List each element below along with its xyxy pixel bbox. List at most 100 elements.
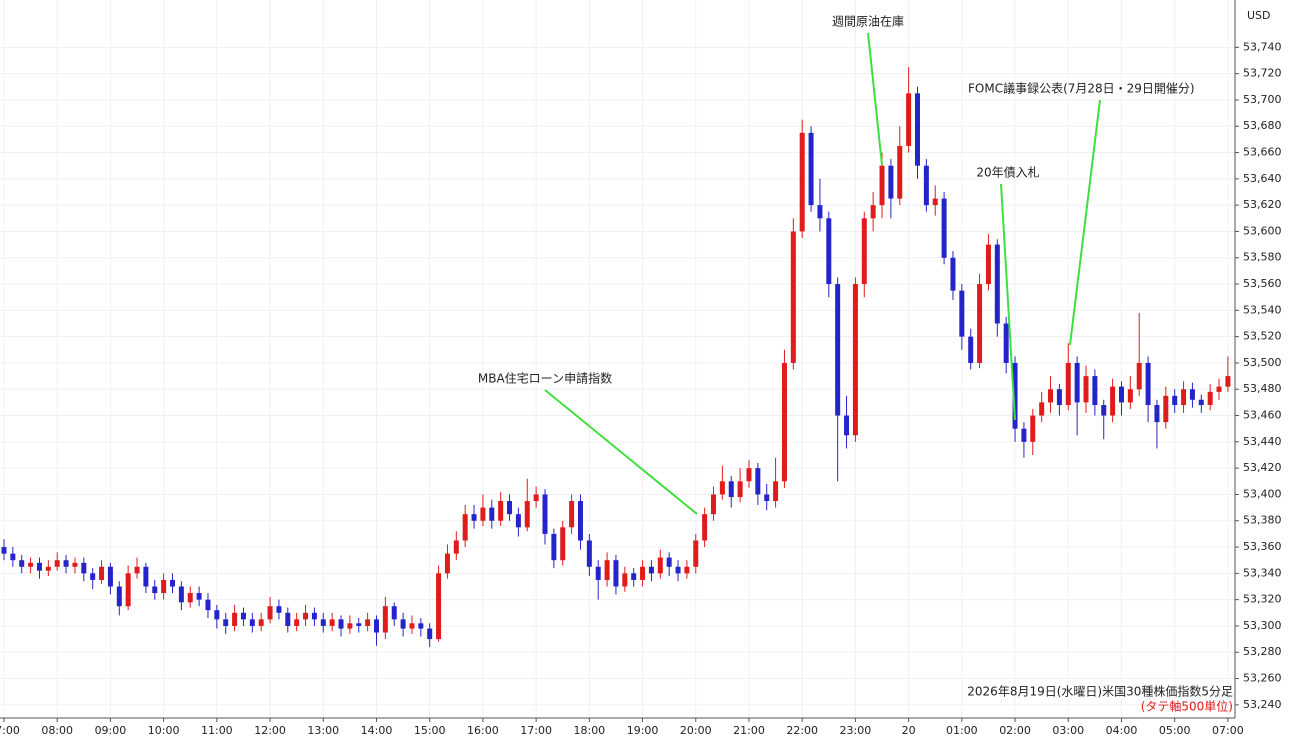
x-tick-label: 21:00 (733, 724, 765, 737)
candle-body (640, 566, 646, 580)
candle-body (844, 415, 850, 436)
candle-body (143, 566, 149, 587)
candle-body (932, 198, 938, 206)
x-tick-label: 20 (902, 724, 916, 737)
y-tick-label: 53,280 (1243, 645, 1282, 658)
candle-body (1074, 362, 1080, 403)
candle-body (959, 290, 965, 337)
x-tick-label: 03:00 (1052, 724, 1084, 737)
annotation-line (544, 389, 698, 515)
x-tick-label: 18:00 (573, 724, 605, 737)
candle-body (480, 507, 486, 521)
candle-body (764, 494, 770, 502)
candle-body (205, 599, 211, 611)
y-tick-label: 53,520 (1243, 330, 1282, 343)
candle-body (303, 612, 309, 620)
y-tick-label: 53,560 (1243, 277, 1282, 290)
candle-body (604, 560, 610, 580)
candle-body (444, 553, 450, 574)
candle-body (10, 553, 16, 561)
footer-note: (タテ軸500単位) (1141, 699, 1233, 714)
candle-body (81, 562, 87, 574)
candle-body (489, 507, 495, 521)
candle-body (1163, 395, 1169, 423)
candle-body (790, 231, 796, 363)
candle-body (773, 481, 779, 502)
y-tick-label: 53,720 (1243, 67, 1282, 80)
candle-body (400, 619, 406, 629)
y-tick-label: 53,580 (1243, 251, 1282, 264)
candle-body (249, 619, 255, 626)
x-tick-label: 08:00 (41, 724, 73, 737)
x-tick-label: 10:00 (148, 724, 180, 737)
x-tick-label: 17:00 (520, 724, 552, 737)
candle-body (994, 244, 1000, 324)
candle-body (427, 628, 433, 640)
y-tick-label: 53,420 (1243, 461, 1282, 474)
candle-body (311, 612, 317, 620)
candle-body (560, 527, 566, 561)
x-tick-label: 05:00 (1159, 724, 1191, 737)
candle-body (977, 284, 983, 363)
candle-body (223, 619, 229, 626)
candle-body (320, 619, 326, 626)
candle-body (648, 566, 654, 574)
candle-body (923, 165, 929, 206)
axes: 53,240 53,260 53,280 53,300 53,320 53,340 53,3… (0, 40, 1282, 737)
candle-body (861, 218, 867, 285)
candle-body (232, 612, 238, 626)
candle-body (1056, 389, 1062, 406)
candle-body (515, 514, 521, 528)
candle-body (276, 606, 282, 613)
y-tick-label: 53,360 (1243, 540, 1282, 553)
candle-body (711, 494, 717, 515)
y-tick-label: 53,660 (1243, 146, 1282, 159)
candle-body (116, 586, 122, 607)
y-tick-label: 53,380 (1243, 514, 1282, 527)
x-tick-label: 02:00 (999, 724, 1031, 737)
candle-body (950, 257, 956, 291)
candle-body (870, 205, 876, 219)
x-tick-label: 14:00 (361, 724, 393, 737)
annotation: 週間原油在庫 (832, 15, 904, 29)
candle-body (178, 586, 184, 603)
candle-body (1154, 405, 1160, 423)
candle-body (808, 132, 814, 206)
y-tick-label: 53,500 (1243, 356, 1282, 369)
x-tick-label: 22:00 (786, 724, 818, 737)
candle-body (418, 623, 424, 629)
x-tick-label: 11:00 (201, 724, 233, 737)
y-tick-label: 53,240 (1243, 698, 1282, 711)
annotation: MBA住宅ローン申請指数 (478, 371, 612, 386)
candle-body (1021, 428, 1027, 442)
x-tick-label: 19:00 (627, 724, 659, 737)
candle-body (214, 610, 220, 620)
candle-body (719, 481, 725, 495)
candle-body (187, 593, 193, 603)
candle-body (382, 606, 388, 633)
y-tick-label: 53,680 (1243, 119, 1282, 132)
candle-body (1012, 362, 1018, 429)
candle-body (28, 562, 34, 567)
candle-body (737, 481, 743, 498)
candle-body (985, 244, 991, 285)
candle-body (1092, 376, 1098, 406)
candle-body (666, 557, 672, 567)
candle-body (631, 573, 637, 580)
x-tick-label: 12:00 (254, 724, 286, 737)
candle-body (462, 514, 468, 541)
candle-body (507, 501, 513, 515)
candle-body (365, 619, 371, 626)
candles (1, 67, 1231, 647)
x-tick-label: 15:00 (414, 724, 446, 737)
candle-body (533, 494, 539, 502)
y-tick-label: 53,540 (1243, 303, 1282, 316)
candle-body (1225, 376, 1231, 387)
candle-body (125, 573, 131, 607)
y-tick-label: 53,340 (1243, 566, 1282, 579)
x-tick-label: 07:00 (0, 724, 20, 737)
x-tick-label: 04:00 (1106, 724, 1138, 737)
candle-body (569, 501, 575, 528)
